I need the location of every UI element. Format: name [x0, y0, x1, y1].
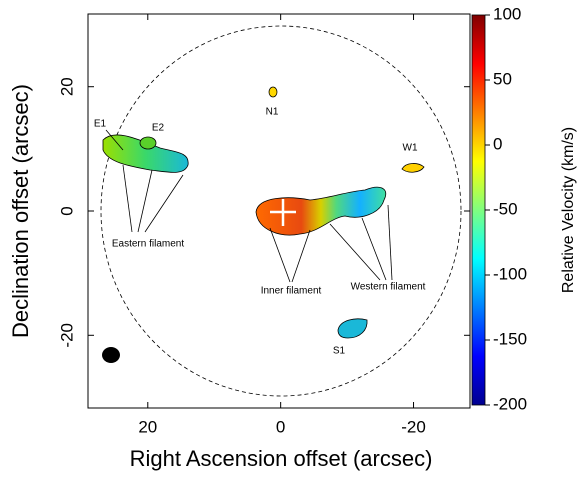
colorbar-tick-label: -150 [493, 329, 527, 348]
source-n1 [269, 87, 277, 97]
y-tick-label: -20 [57, 323, 76, 348]
colorbar-label: Relative Velocity (km/s) [560, 127, 577, 293]
x-axis-label: Right Ascension offset (arcsec) [130, 446, 433, 471]
annotation: N1 [266, 107, 279, 118]
colorbar-tick-label: -100 [493, 264, 527, 283]
source-s1 [338, 319, 367, 338]
colorbar-tick-label: -200 [493, 394, 527, 413]
annotation: E1 [94, 119, 107, 130]
annotation: S1 [333, 346, 346, 357]
plot-area: E1 E2 N1 W1 S1 Eastern filament Inner fi… [88, 14, 470, 408]
x-tick-label: 0 [276, 417, 285, 436]
annotation: Inner filament [261, 286, 322, 297]
colorbar-tick-label: 0 [493, 134, 502, 153]
y-tick-label: 20 [57, 77, 76, 96]
beam [102, 347, 120, 363]
x-tick-label: 20 [138, 417, 157, 436]
annotation: Eastern filament [112, 239, 184, 250]
colorbar [472, 15, 485, 405]
chart: E1 E2 N1 W1 S1 Eastern filament Inner fi… [0, 0, 581, 476]
colorbar-tick-label: 100 [493, 4, 521, 23]
annotation: W1 [403, 143, 418, 154]
source-e2 [140, 137, 156, 149]
colorbar-tick-label: -50 [493, 199, 518, 218]
x-tick-label: -20 [401, 417, 426, 436]
colorbar-tick-label: 50 [493, 69, 512, 88]
y-axis-label: Declination offset (arcsec) [8, 84, 33, 338]
y-tick-label: 0 [57, 206, 76, 215]
annotation: Western filament [351, 282, 426, 293]
source-w1 [402, 163, 424, 172]
annotation: E2 [152, 123, 165, 134]
